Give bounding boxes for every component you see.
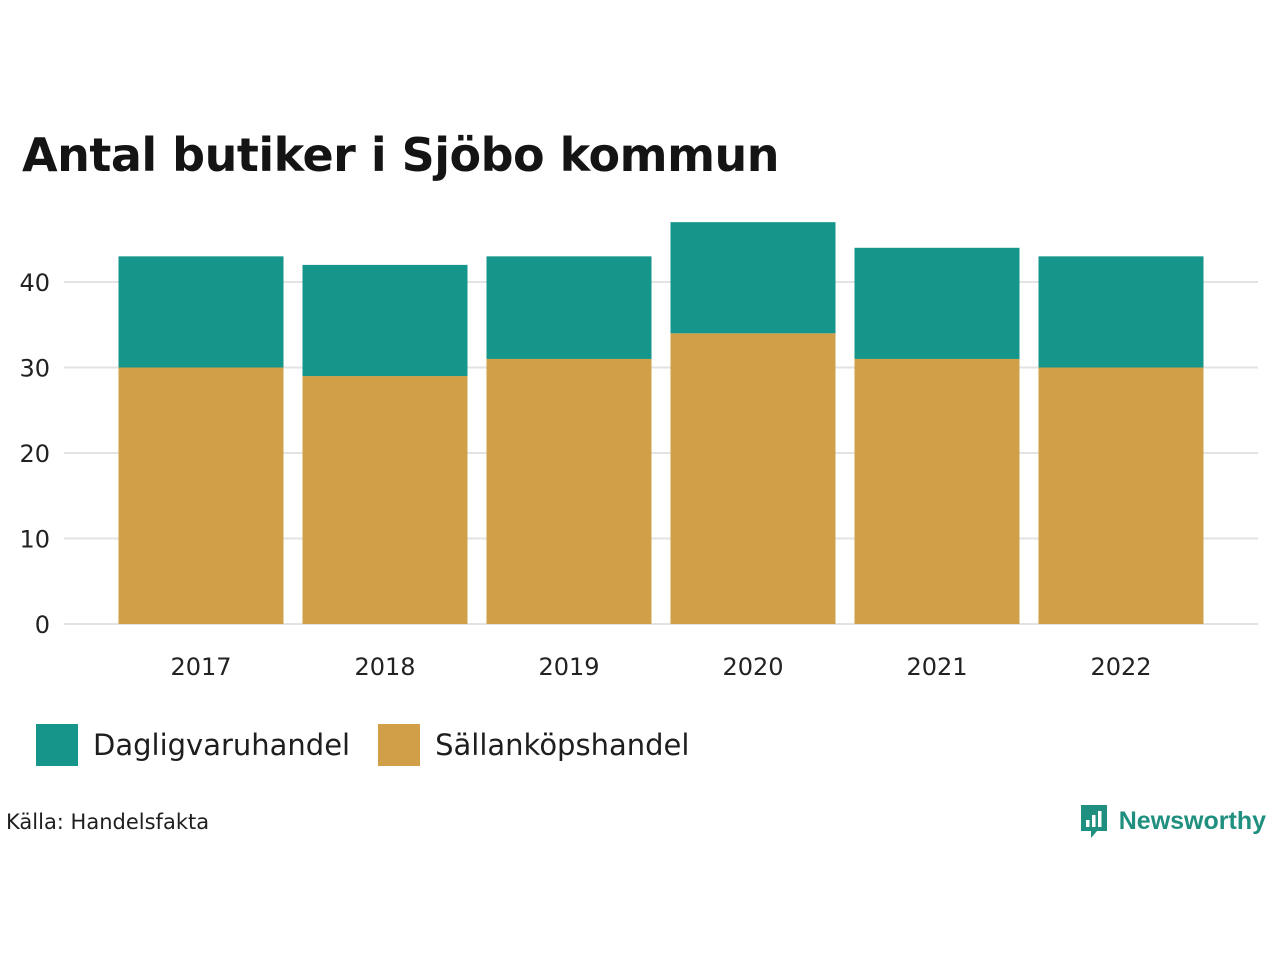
x-tick-label: 2022 bbox=[1090, 653, 1151, 681]
bar-Sällanköpshandel-2019 bbox=[486, 358, 652, 624]
brand-logo: Newsworthy bbox=[1079, 803, 1266, 839]
bar-Sällanköpshandel-2018 bbox=[302, 376, 468, 624]
x-tick-label: 2017 bbox=[170, 653, 231, 681]
x-tick-label: 2020 bbox=[722, 653, 783, 681]
source-note: Källa: Handelsfakta bbox=[6, 810, 210, 834]
y-tick-label: 30 bbox=[19, 355, 50, 383]
legend-label-sallankopshandel: Sällanköpshandel bbox=[435, 728, 690, 762]
bar-Sällanköpshandel-2022 bbox=[1038, 367, 1204, 624]
bar-Dagligvaruhandel-2018 bbox=[302, 264, 468, 377]
bars bbox=[118, 222, 1204, 624]
bar-Sällanköpshandel-2017 bbox=[118, 367, 284, 624]
x-tick-label: 2019 bbox=[538, 653, 599, 681]
brand-name: Newsworthy bbox=[1118, 806, 1266, 835]
bar-Dagligvaruhandel-2017 bbox=[118, 256, 284, 368]
legend-swatch-sallankopshandel bbox=[378, 724, 421, 766]
legend-swatch-dagligvaruhandel bbox=[36, 724, 78, 766]
legend: Dagligvaruhandel Sällanköpshandel bbox=[36, 724, 717, 766]
bar-Sällanköpshandel-2020 bbox=[670, 333, 836, 624]
newsworthy-logo-icon bbox=[1080, 805, 1107, 838]
y-tick-label: 20 bbox=[19, 440, 50, 468]
bar-Dagligvaruhandel-2021 bbox=[854, 247, 1020, 359]
bar-Dagligvaruhandel-2019 bbox=[486, 256, 652, 359]
bar-Sällanköpshandel-2021 bbox=[854, 358, 1020, 624]
legend-item-sallankopshandel: Sällanköpshandel bbox=[378, 724, 689, 766]
y-tick-label: 0 bbox=[35, 611, 50, 639]
bar-Dagligvaruhandel-2022 bbox=[1038, 256, 1204, 368]
x-axis-ticks: 2017 2018 2019 2020 2021 2022 bbox=[170, 653, 1151, 681]
y-tick-label: 10 bbox=[19, 526, 50, 554]
x-tick-label: 2021 bbox=[906, 653, 967, 681]
legend-label-dagligvaruhandel: Dagligvaruhandel bbox=[93, 728, 351, 762]
y-tick-label: 40 bbox=[19, 269, 50, 297]
chart-title: Antal butiker i Sjöbo kommun bbox=[22, 128, 780, 182]
x-tick-label: 2018 bbox=[354, 653, 415, 681]
legend-item-dagligvaruhandel: Dagligvaruhandel bbox=[36, 724, 350, 766]
y-axis-ticks: 0 10 20 30 40 bbox=[19, 269, 50, 639]
bar-Dagligvaruhandel-2020 bbox=[670, 222, 836, 334]
